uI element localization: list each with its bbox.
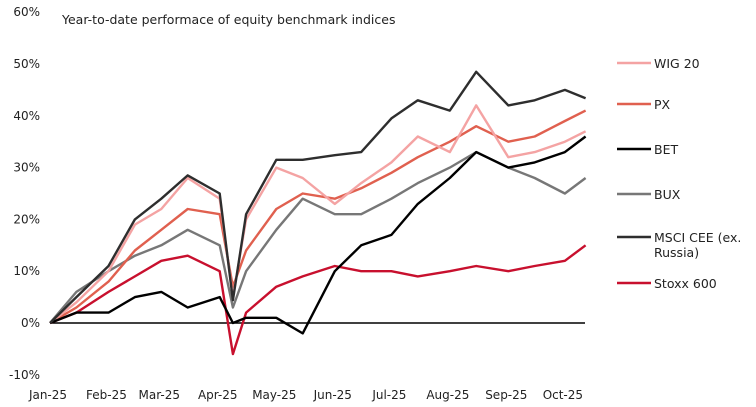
legend-label: WIG 20 <box>654 56 700 71</box>
series-line-stoxx-600 <box>49 244 587 356</box>
legend-item: BET <box>617 142 678 157</box>
x-tick-label: Sep-25 <box>485 388 527 402</box>
y-tick-label: 30% <box>13 161 40 175</box>
legend-label: Stoxx 600 <box>654 276 717 291</box>
y-tick-label: 10% <box>13 264 40 278</box>
x-tick-label: May-25 <box>252 388 296 402</box>
x-tick-label: Feb-25 <box>86 388 127 402</box>
series-line-msci-cee-ex-russia- <box>49 70 587 324</box>
legend-item: BUX <box>617 187 681 202</box>
x-tick-label: Oct-25 <box>543 388 583 402</box>
x-tick-label: Jan-25 <box>28 388 67 402</box>
y-tick-label: 60% <box>13 5 40 19</box>
x-tick-label: Jul-25 <box>371 388 406 402</box>
x-tick-label: Jun-25 <box>313 388 352 402</box>
x-tick-label: Mar-25 <box>139 388 180 402</box>
legend-item: Stoxx 600 <box>617 276 717 291</box>
y-tick-label: -10% <box>9 368 40 382</box>
legend-item: MSCI CEE (ex. Russia) <box>617 230 741 260</box>
y-tick-label: 0% <box>21 316 40 330</box>
x-tick-label: Aug-25 <box>426 388 469 402</box>
legend-item: PX <box>617 97 671 112</box>
legend-item: WIG 20 <box>617 56 700 71</box>
y-tick-label: 50% <box>13 57 40 71</box>
y-tick-label: 40% <box>13 109 40 123</box>
series-line-px <box>49 109 587 325</box>
series-line-wig-20 <box>49 104 587 324</box>
legend-label: MSCI CEE (ex. Russia) <box>654 230 741 260</box>
legend-label: BUX <box>654 187 681 202</box>
chart-title: Year-to-date performace of equity benchm… <box>61 12 395 27</box>
series-line-bet <box>49 135 587 335</box>
y-tick-label: 20% <box>13 212 40 226</box>
legend-label: PX <box>654 97 671 112</box>
legend-label: BET <box>654 142 678 157</box>
series-line-bux <box>49 150 587 324</box>
x-tick-label: Apr-25 <box>198 388 238 402</box>
